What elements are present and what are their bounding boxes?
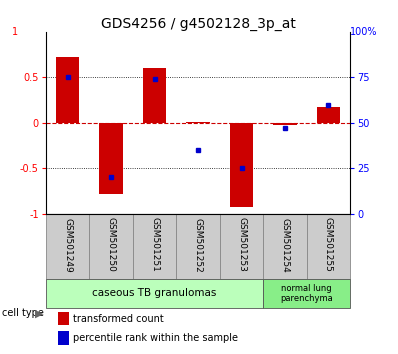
Bar — [176, 214, 220, 279]
Bar — [263, 279, 350, 308]
Text: GSM501255: GSM501255 — [324, 217, 333, 272]
Bar — [133, 214, 176, 279]
Bar — [99, 123, 123, 194]
Bar — [46, 214, 89, 279]
Text: caseous TB granulomas: caseous TB granulomas — [92, 288, 217, 298]
Text: GSM501252: GSM501252 — [193, 218, 203, 272]
Text: ▶: ▶ — [35, 308, 43, 318]
Text: GSM501249: GSM501249 — [63, 218, 72, 272]
Bar — [186, 122, 210, 123]
Bar — [230, 123, 254, 207]
Bar — [316, 107, 340, 123]
Title: GDS4256 / g4502128_3p_at: GDS4256 / g4502128_3p_at — [101, 17, 295, 31]
Bar — [263, 214, 307, 279]
Text: 100%: 100% — [350, 27, 378, 37]
Bar — [220, 214, 263, 279]
Bar — [58, 331, 68, 345]
Bar — [58, 312, 68, 325]
Bar — [307, 214, 350, 279]
Text: GSM501251: GSM501251 — [150, 217, 159, 272]
Text: GSM501253: GSM501253 — [237, 217, 246, 272]
Text: GSM501250: GSM501250 — [107, 217, 115, 272]
Bar — [273, 123, 297, 125]
Bar — [56, 57, 80, 123]
Bar — [142, 68, 166, 123]
Text: 1: 1 — [12, 27, 18, 37]
Bar — [46, 279, 263, 308]
Text: percentile rank within the sample: percentile rank within the sample — [73, 333, 238, 343]
Text: transformed count: transformed count — [73, 314, 164, 324]
Text: cell type: cell type — [2, 308, 44, 318]
Text: normal lung
parenchyma: normal lung parenchyma — [280, 284, 333, 303]
Bar — [89, 214, 133, 279]
Text: GSM501254: GSM501254 — [281, 218, 289, 272]
